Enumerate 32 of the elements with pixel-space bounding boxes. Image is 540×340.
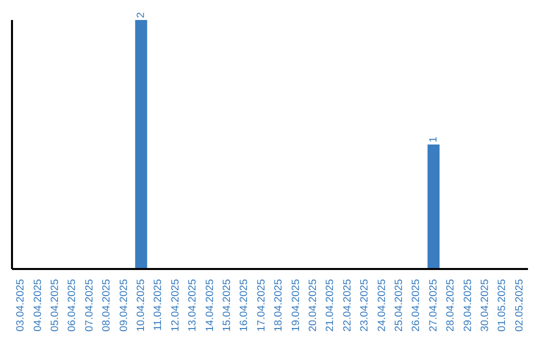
x-tick-label: 29.04.2025 <box>462 278 474 332</box>
x-tick-label: 24.04.2025 <box>376 278 388 332</box>
x-tick-label: 26.04.2025 <box>410 278 422 332</box>
x-tick-label: 19.04.2025 <box>290 278 302 332</box>
x-tick-label: 30.04.2025 <box>479 278 491 332</box>
x-tick-label: 08.04.2025 <box>100 278 113 332</box>
x-tick-label: 01.05.2025 <box>496 278 508 332</box>
x-tick-label: 17.04.2025 <box>255 278 268 332</box>
x-tick-label: 02.05.2025 <box>513 278 526 332</box>
x-tick-label: 07.04.2025 <box>83 278 96 332</box>
x-tick-label: 22.04.2025 <box>341 278 354 332</box>
x-tick-label: 04.04.2025 <box>32 278 44 332</box>
x-tick-label: 25.04.2025 <box>393 278 405 332</box>
x-tick-label: 03.04.2025 <box>14 278 27 332</box>
x-tick-label: 13.04.2025 <box>186 278 199 332</box>
x-tick-label: 27.04.2025 <box>427 278 440 332</box>
x-tick-label: 06.04.2025 <box>66 278 78 332</box>
data-label: 1 <box>428 136 440 142</box>
x-tick-label: 28.04.2025 <box>444 278 457 332</box>
x-tick-label: 18.04.2025 <box>272 278 285 332</box>
x-tick-label: 05.04.2025 <box>49 278 61 332</box>
x-tick-label: 21.04.2025 <box>324 278 336 332</box>
x-tick-label: 11.04.2025 <box>152 278 164 331</box>
x-tick-label: 10.04.2025 <box>135 278 147 332</box>
x-tick-label: 14.04.2025 <box>204 278 216 332</box>
x-tick-label: 15.04.2025 <box>221 278 233 332</box>
x-tick-label: 12.04.2025 <box>169 278 182 332</box>
data-label: 2 <box>135 12 148 18</box>
x-tick-label: 20.04.2025 <box>307 278 319 332</box>
x-tick-label: 23.04.2025 <box>358 278 371 332</box>
x-tick-label: 16.04.2025 <box>238 278 250 332</box>
x-tick-label: 09.04.2025 <box>118 278 130 332</box>
